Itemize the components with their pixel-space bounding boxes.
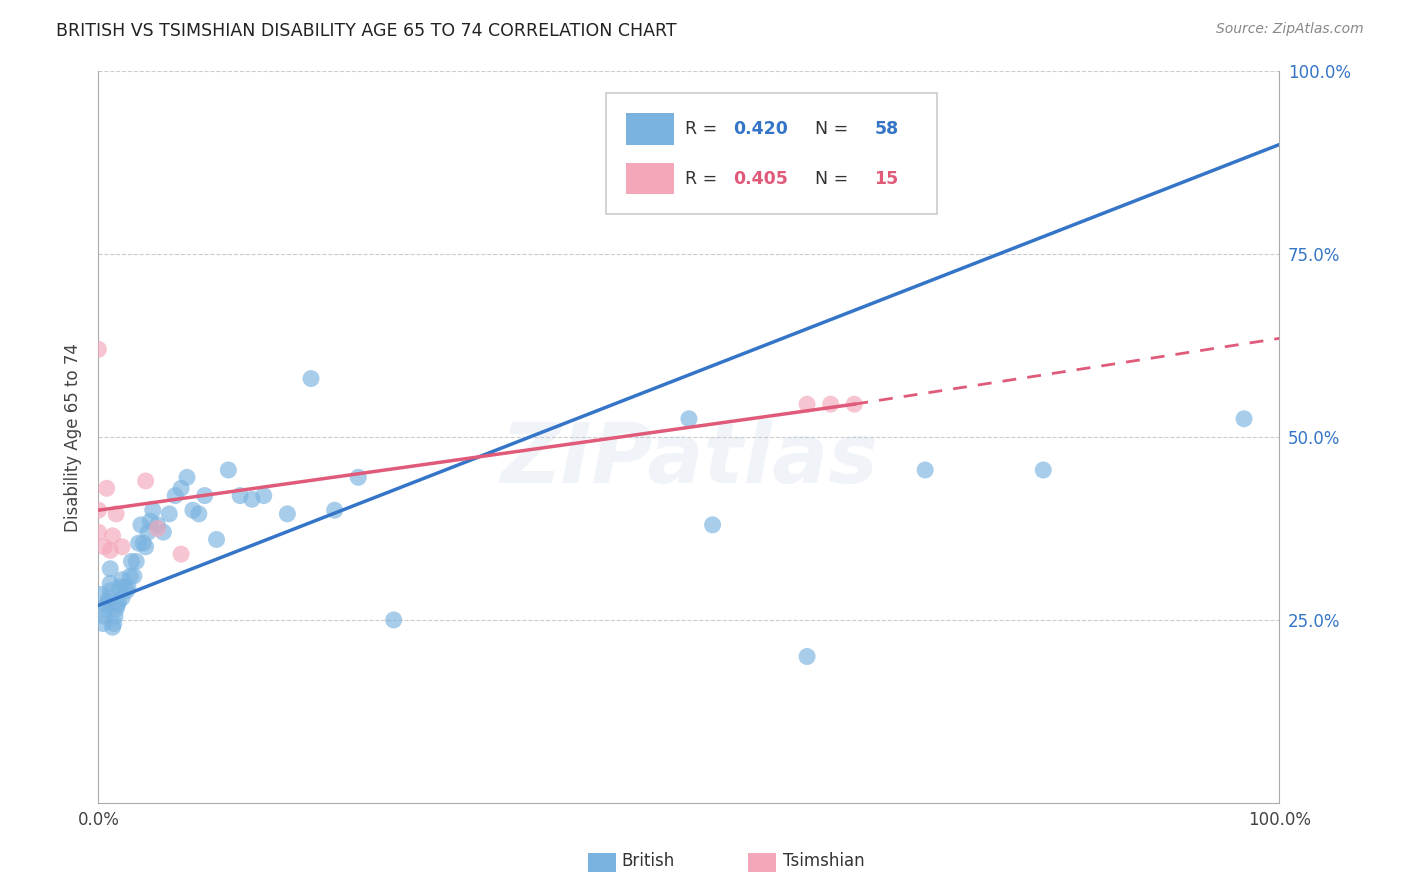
Bar [626, 112, 673, 145]
Point [101, 620, 124, 634]
Point [93, 609, 115, 624]
Text: R =: R = [685, 120, 723, 137]
Point [139, 514, 162, 528]
Point [142, 503, 165, 517]
Point [98, 583, 121, 598]
Point [98, 591, 121, 605]
Text: 0.420: 0.420 [733, 120, 787, 137]
Point [165, 489, 187, 503]
Point [170, 481, 193, 495]
FancyBboxPatch shape [606, 94, 936, 214]
Point [187, 507, 209, 521]
Point [103, 616, 125, 631]
Point [96, 481, 118, 495]
Point [347, 470, 370, 484]
Point [111, 591, 134, 605]
Point [108, 580, 131, 594]
Text: BRITISH VS TSIMSHIAN DISABILITY AGE 65 TO 74 CORRELATION CHART: BRITISH VS TSIMSHIAN DISABILITY AGE 65 T… [56, 22, 676, 40]
Point [128, 536, 150, 550]
Point [820, 397, 842, 411]
Point [136, 525, 159, 540]
Point [111, 573, 134, 587]
Y-axis label: Disability Age 65 to 74: Disability Age 65 to 74 [63, 343, 82, 532]
Point [93, 540, 115, 554]
Point [112, 580, 135, 594]
Point [105, 599, 128, 613]
Point [796, 649, 818, 664]
Point [146, 521, 169, 535]
Text: Tsimshian: Tsimshian [783, 852, 865, 870]
Point [132, 536, 155, 550]
Text: Source: ZipAtlas.com: Source: ZipAtlas.com [1216, 22, 1364, 37]
Point [87, 503, 110, 517]
Text: 0.405: 0.405 [733, 169, 787, 187]
Point [914, 463, 936, 477]
Point [678, 412, 700, 426]
Text: N =: N = [803, 120, 853, 137]
Point [96, 599, 118, 613]
Text: British: British [621, 852, 675, 870]
Point [1233, 412, 1256, 426]
Point [101, 529, 124, 543]
Point [98, 562, 121, 576]
Point [97, 594, 120, 608]
Point [105, 602, 128, 616]
Point [844, 397, 866, 411]
Point [276, 507, 298, 521]
Point [98, 576, 121, 591]
Point [229, 489, 252, 503]
Point [111, 540, 134, 554]
Point [87, 343, 110, 357]
Point [205, 533, 228, 547]
Text: ZIPatlas: ZIPatlas [501, 418, 877, 500]
Text: N =: N = [803, 169, 853, 187]
Point [91, 616, 114, 631]
Point [87, 525, 110, 540]
Point [796, 397, 818, 411]
Point [240, 492, 263, 507]
Point [120, 569, 142, 583]
Point [181, 503, 204, 517]
Point [122, 569, 145, 583]
Point [125, 554, 148, 568]
Point [382, 613, 405, 627]
Point [121, 554, 143, 568]
Text: 58: 58 [875, 120, 898, 137]
Point [98, 543, 121, 558]
Point [117, 580, 139, 594]
Point [135, 474, 157, 488]
Point [176, 470, 198, 484]
Point [104, 609, 127, 624]
Point [107, 594, 129, 608]
Point [94, 602, 117, 616]
Point [323, 503, 346, 517]
Point [105, 507, 128, 521]
Point [157, 507, 180, 521]
Point [253, 489, 276, 503]
Point [170, 547, 193, 561]
Text: 15: 15 [875, 169, 898, 187]
Point [115, 583, 138, 598]
Text: R =: R = [685, 169, 723, 187]
Point [129, 517, 152, 532]
Point [299, 371, 322, 385]
Point [194, 489, 217, 503]
Point [702, 517, 724, 532]
Point [135, 540, 157, 554]
Point [146, 517, 169, 532]
Point [90, 587, 112, 601]
Point [152, 525, 174, 540]
Point [1032, 463, 1054, 477]
Bar [626, 162, 673, 194]
Point [217, 463, 239, 477]
